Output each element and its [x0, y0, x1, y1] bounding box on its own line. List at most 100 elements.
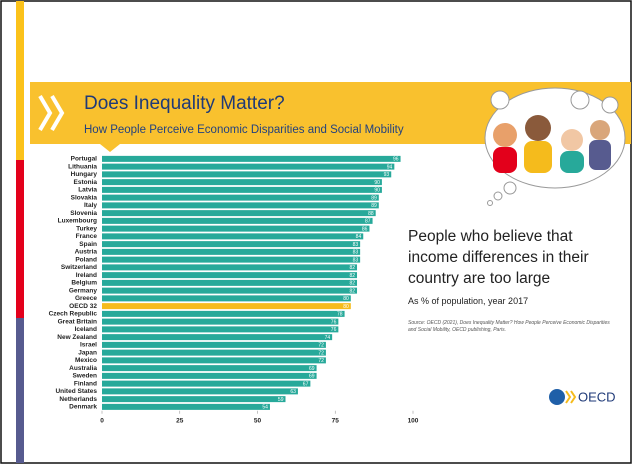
value-label: 76	[331, 319, 337, 325]
value-label: 72	[318, 350, 324, 356]
stripe	[16, 1, 24, 160]
y-tick-label: Switzerland	[61, 264, 97, 271]
value-label: 76	[331, 327, 337, 333]
aside-heading: People who believe that income differenc…	[408, 228, 589, 287]
value-label: 80	[343, 304, 349, 310]
bar	[102, 396, 286, 403]
bar	[102, 279, 358, 286]
bar	[102, 295, 351, 302]
source-note: Source: OECD (2021), Does Inequality Mat…	[408, 320, 610, 333]
y-tick-label: OECD 32	[69, 303, 97, 310]
x-tick-label: 100	[408, 417, 419, 424]
y-tick-label: Finland	[74, 380, 97, 387]
value-label: 90	[374, 180, 380, 186]
bar	[102, 264, 358, 271]
bar	[102, 163, 395, 170]
value-label: 89	[371, 195, 377, 201]
bar	[102, 217, 373, 224]
y-tick-label: Mexico	[75, 357, 97, 364]
bar	[102, 225, 370, 232]
y-tick-label: New Zealand	[57, 334, 97, 341]
y-tick-label: Estonia	[74, 179, 98, 186]
bar	[102, 171, 392, 178]
x-tick-label: 0	[100, 417, 104, 424]
value-label: 83	[353, 250, 359, 256]
y-tick-label: Greece	[75, 295, 97, 302]
value-label: 89	[371, 203, 377, 209]
value-label: 82	[349, 265, 355, 271]
value-label: 90	[374, 188, 380, 194]
bar	[102, 233, 364, 240]
stripe	[16, 160, 24, 318]
y-tick-label: Denmark	[69, 404, 97, 411]
value-label: 94	[387, 164, 393, 170]
bar	[102, 194, 379, 201]
y-tick-label: France	[76, 233, 98, 240]
bar	[102, 248, 361, 255]
bar	[102, 256, 361, 263]
bar	[102, 310, 345, 317]
value-label: 93	[384, 172, 390, 178]
value-label: 87	[365, 219, 371, 225]
bar	[102, 365, 317, 372]
bar	[102, 202, 379, 209]
value-label: 78	[337, 312, 343, 318]
value-label: 74	[325, 335, 331, 341]
bar	[102, 318, 339, 325]
bar	[102, 155, 401, 162]
value-label: 67	[303, 381, 309, 387]
x-tick-label: 75	[332, 417, 340, 424]
oecd-logo: OECD	[549, 389, 616, 405]
value-label: 82	[349, 273, 355, 279]
bar	[102, 272, 358, 279]
y-tick-label: Lithuania	[68, 163, 97, 170]
bar	[102, 403, 270, 410]
notch	[100, 144, 120, 152]
value-label: 96	[393, 157, 399, 163]
y-tick-label: Ireland	[76, 272, 97, 279]
bar	[102, 372, 317, 379]
logo-text: OECD	[578, 389, 616, 404]
value-label: 84	[356, 234, 362, 240]
value-label: 54	[262, 405, 268, 411]
value-label: 83	[353, 257, 359, 263]
y-tick-label: Spain	[79, 241, 97, 248]
bar	[102, 303, 351, 310]
value-label: 82	[349, 281, 355, 287]
bar	[102, 287, 358, 294]
x-tick-label: 25	[176, 417, 184, 424]
chevron	[50, 94, 65, 132]
y-tick-label: Iceland	[75, 326, 97, 333]
bar	[102, 334, 333, 341]
value-label: 63	[290, 389, 296, 395]
y-tick-label: Slovakia	[71, 194, 98, 201]
chevron	[38, 94, 53, 132]
y-tick-label: Sweden	[72, 373, 97, 380]
illustration	[484, 87, 626, 206]
y-tick-label: Great Britain	[58, 318, 97, 325]
y-tick-label: United States	[55, 388, 97, 395]
value-label: 72	[318, 358, 324, 364]
value-label: 72	[318, 343, 324, 349]
y-tick-label: Turkey	[76, 225, 97, 232]
y-tick-label: Belgium	[71, 280, 97, 287]
y-tick-label: Israel	[80, 342, 97, 349]
y-tick-label: Portugal	[71, 156, 98, 163]
y-tick-label: Germany	[69, 287, 98, 294]
y-tick-label: Austria	[75, 249, 98, 256]
bar	[102, 357, 326, 364]
bar	[102, 380, 311, 387]
value-label: 86	[362, 226, 368, 232]
y-tick-label: Hungary	[71, 171, 98, 178]
value-label: 82	[349, 288, 355, 294]
value-label: 80	[343, 296, 349, 302]
bar	[102, 210, 376, 217]
aside-subheading: As % of population, year 2017	[408, 296, 529, 306]
y-tick-label: Czech Republic	[49, 311, 98, 318]
bar	[102, 388, 298, 395]
y-tick-label: Poland	[75, 256, 97, 263]
subtitle: How People Perceive Economic Disparities…	[84, 124, 404, 136]
y-tick-label: Luxembourg	[58, 218, 97, 225]
